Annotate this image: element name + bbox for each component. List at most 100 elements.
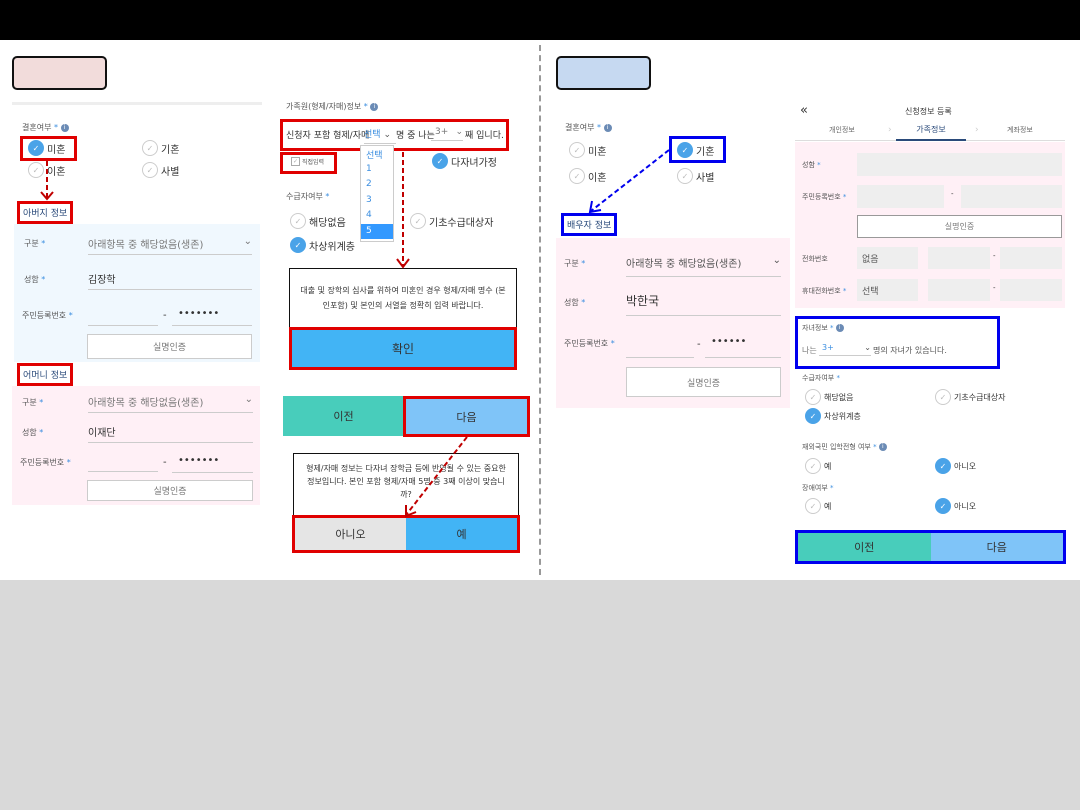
mobile-carrier-select[interactable]: 선택 [857,279,918,301]
yes-button[interactable]: 예 [406,518,517,550]
prev-button[interactable]: 이전 [798,533,931,561]
chevron-down-icon: ⌄ [383,130,391,140]
phone-mid-input[interactable] [928,247,990,269]
radio-married[interactable]: ✓ 기혼 [677,142,714,158]
name-input[interactable]: 이재단 [88,424,253,443]
name-label: 성함 * [24,275,46,284]
rrn-front-input[interactable] [88,310,158,326]
phone-last-input[interactable] [1000,247,1062,269]
name-label: 성함 * [22,428,44,437]
radio-basic-recipient[interactable]: ✓ 기초수급대상자 [410,213,493,229]
rrn-back-input[interactable] [961,185,1062,208]
tab-account[interactable]: 계좌정보 [1007,126,1033,134]
rrn-back-input[interactable]: ••••••• [172,308,252,326]
check-icon: ✓ [805,498,821,514]
back-double-chevron-icon[interactable]: « [800,103,808,118]
sibling-order-select[interactable]: 3+ ⌄ [431,127,463,141]
chevron-right-icon: › [975,125,979,135]
rrn-back-input[interactable]: •••••• [705,336,781,358]
dropdown-option[interactable]: 2 [366,179,372,189]
info-icon: i [603,123,612,132]
radio-near-poverty[interactable]: ✓ 차상위계층 [805,408,861,424]
father-info-title: 아버지 정보 [17,201,74,224]
dropdown-option[interactable]: 1 [366,163,372,174]
dropdown-option-selected[interactable]: 5 [361,223,393,239]
radio-near-poverty[interactable]: ✓ 차상위계층 [290,237,355,253]
mobile-label: 휴대전화번호 * [802,287,847,295]
confirm-button[interactable]: 확인 [289,327,517,370]
mobile-mid-input[interactable] [928,279,990,301]
arrowhead [588,200,602,214]
type-select[interactable]: 아래항목 중 해당없음(생존) ⌄ [626,255,781,277]
mobile-last-input[interactable] [1000,279,1062,301]
verify-button[interactable]: 실명인증 [857,215,1062,238]
radio-single[interactable]: ✓ 미혼 [28,140,65,156]
arrowhead [396,258,410,269]
rrn-front-input[interactable] [857,185,944,208]
name-input[interactable] [857,153,1062,176]
type-select[interactable]: 아래항목 중 해당없음(생존) ⌄ [88,394,253,413]
tab-personal[interactable]: 개인정보 [829,126,855,134]
radio-divorced[interactable]: ✓ 이혼 [569,168,606,184]
check-icon: ✓ [935,458,951,474]
highlight-sibling-sentence [280,119,509,151]
chevron-down-icon: ⌄ [772,255,781,266]
rrn-label: 주민등록번호 * [20,458,71,467]
panel-top-border [12,102,262,105]
sentence-suffix: 째 입니다. [465,131,504,141]
next-button[interactable]: 다음 [930,533,1063,561]
case-tag-married [556,56,651,90]
radio-married[interactable]: ✓ 기혼 [142,140,179,156]
radio-none[interactable]: ✓ 해당없음 [805,389,853,405]
children-count-select[interactable]: 3+ ⌄ [819,343,871,356]
case-tag-single [12,56,107,90]
no-button[interactable]: 아니오 [295,518,406,550]
phone-area-select[interactable]: 없음 [857,247,918,269]
name-input[interactable]: 박한국 [626,292,781,316]
radio-overseas-no[interactable]: ✓ 아니오 [935,458,976,474]
type-label: 구분 * [564,259,586,268]
rrn-front-input[interactable] [88,456,158,472]
radio-single[interactable]: ✓ 미혼 [569,142,606,158]
check-icon: ✓ [569,142,585,158]
radio-widowed[interactable]: ✓ 사별 [142,162,179,178]
info-icon: i [835,324,844,332]
marriage-label: 결혼여부 * i [22,122,69,133]
check-icon: ✓ [142,162,158,178]
arrow-married-to-spouse [590,149,670,212]
name-input[interactable]: 김장학 [88,271,252,290]
rrn-front-input[interactable] [626,340,694,358]
radio-none[interactable]: ✓ 해당없음 [290,213,346,229]
check-icon: ✓ [142,140,158,156]
check-icon: ✓ [28,162,44,178]
top-bar [0,0,1080,40]
next-button[interactable]: 다음 [403,396,530,437]
check-icon: ✓ [677,142,693,158]
radio-disability-no[interactable]: ✓ 아니오 [935,498,976,514]
highlight-children-info [795,316,1000,369]
type-select[interactable]: 아래항목 중 해당없음(생존) ⌄ [88,236,252,255]
dropdown-option[interactable]: 3 [366,194,372,205]
dropdown-option[interactable]: 4 [366,210,372,220]
verify-button[interactable]: 실명인증 [87,334,252,359]
chevron-down-icon: ⌄ [244,394,253,405]
verify-button[interactable]: 실명인증 [87,480,253,501]
check-icon: ✓ [432,153,448,169]
verify-button[interactable]: 실명인증 [626,367,781,397]
dropdown-option[interactable]: 선택 [366,151,383,161]
phone-label: 전화번호 [802,255,828,263]
sibling-count-select[interactable]: 선택 ⌄ [364,127,396,144]
radio-widowed[interactable]: ✓ 사별 [677,168,714,184]
radio-basic-recipient[interactable]: ✓ 기초수급대상자 [935,389,1006,405]
radio-disability-yes[interactable]: ✓ 예 [805,498,831,514]
tab-family[interactable]: 가족정보 [896,124,966,141]
check-icon: ✓ [290,237,306,253]
direct-input-checkbox[interactable]: ✓ 직접입력 [291,157,325,166]
check-icon: ✓ [410,213,426,229]
multi-child-checkbox[interactable]: ✓ 다자녀가정 [432,153,497,169]
radio-overseas-yes[interactable]: ✓ 예 [805,458,831,474]
prev-button[interactable]: 이전 [283,396,404,436]
radio-divorced[interactable]: ✓ 이혼 [28,162,65,178]
rrn-back-input[interactable]: ••••••• [172,455,253,473]
